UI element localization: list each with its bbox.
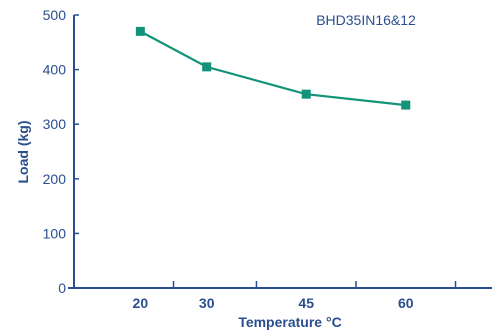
series-group (135, 26, 411, 110)
x-tick-label: 60 (398, 295, 414, 311)
y-tick-label: 400 (43, 62, 67, 78)
series-line (139, 30, 406, 107)
x-tick-label: 30 (199, 295, 215, 311)
y-tick-label: 100 (43, 225, 67, 241)
data-point-marker (135, 26, 145, 36)
y-tick-label: 300 (43, 116, 67, 132)
y-tick-label: 200 (43, 171, 67, 187)
y-tick-label: 500 (43, 7, 67, 23)
data-point-marker (202, 62, 212, 72)
x-tick-label: 45 (298, 295, 314, 311)
x-axis-title: Temperature °C (238, 314, 341, 330)
axes: 0 100 200 300 400 500 20 30 45 60 (43, 7, 492, 311)
data-point-marker (301, 89, 311, 99)
y-tick-label: 0 (58, 280, 66, 296)
data-point-marker (401, 100, 411, 110)
y-axis-title: Load (kg) (15, 121, 31, 184)
chart-annotation: BHD35IN16&12 (316, 12, 416, 28)
x-tick-label: 20 (133, 295, 149, 311)
